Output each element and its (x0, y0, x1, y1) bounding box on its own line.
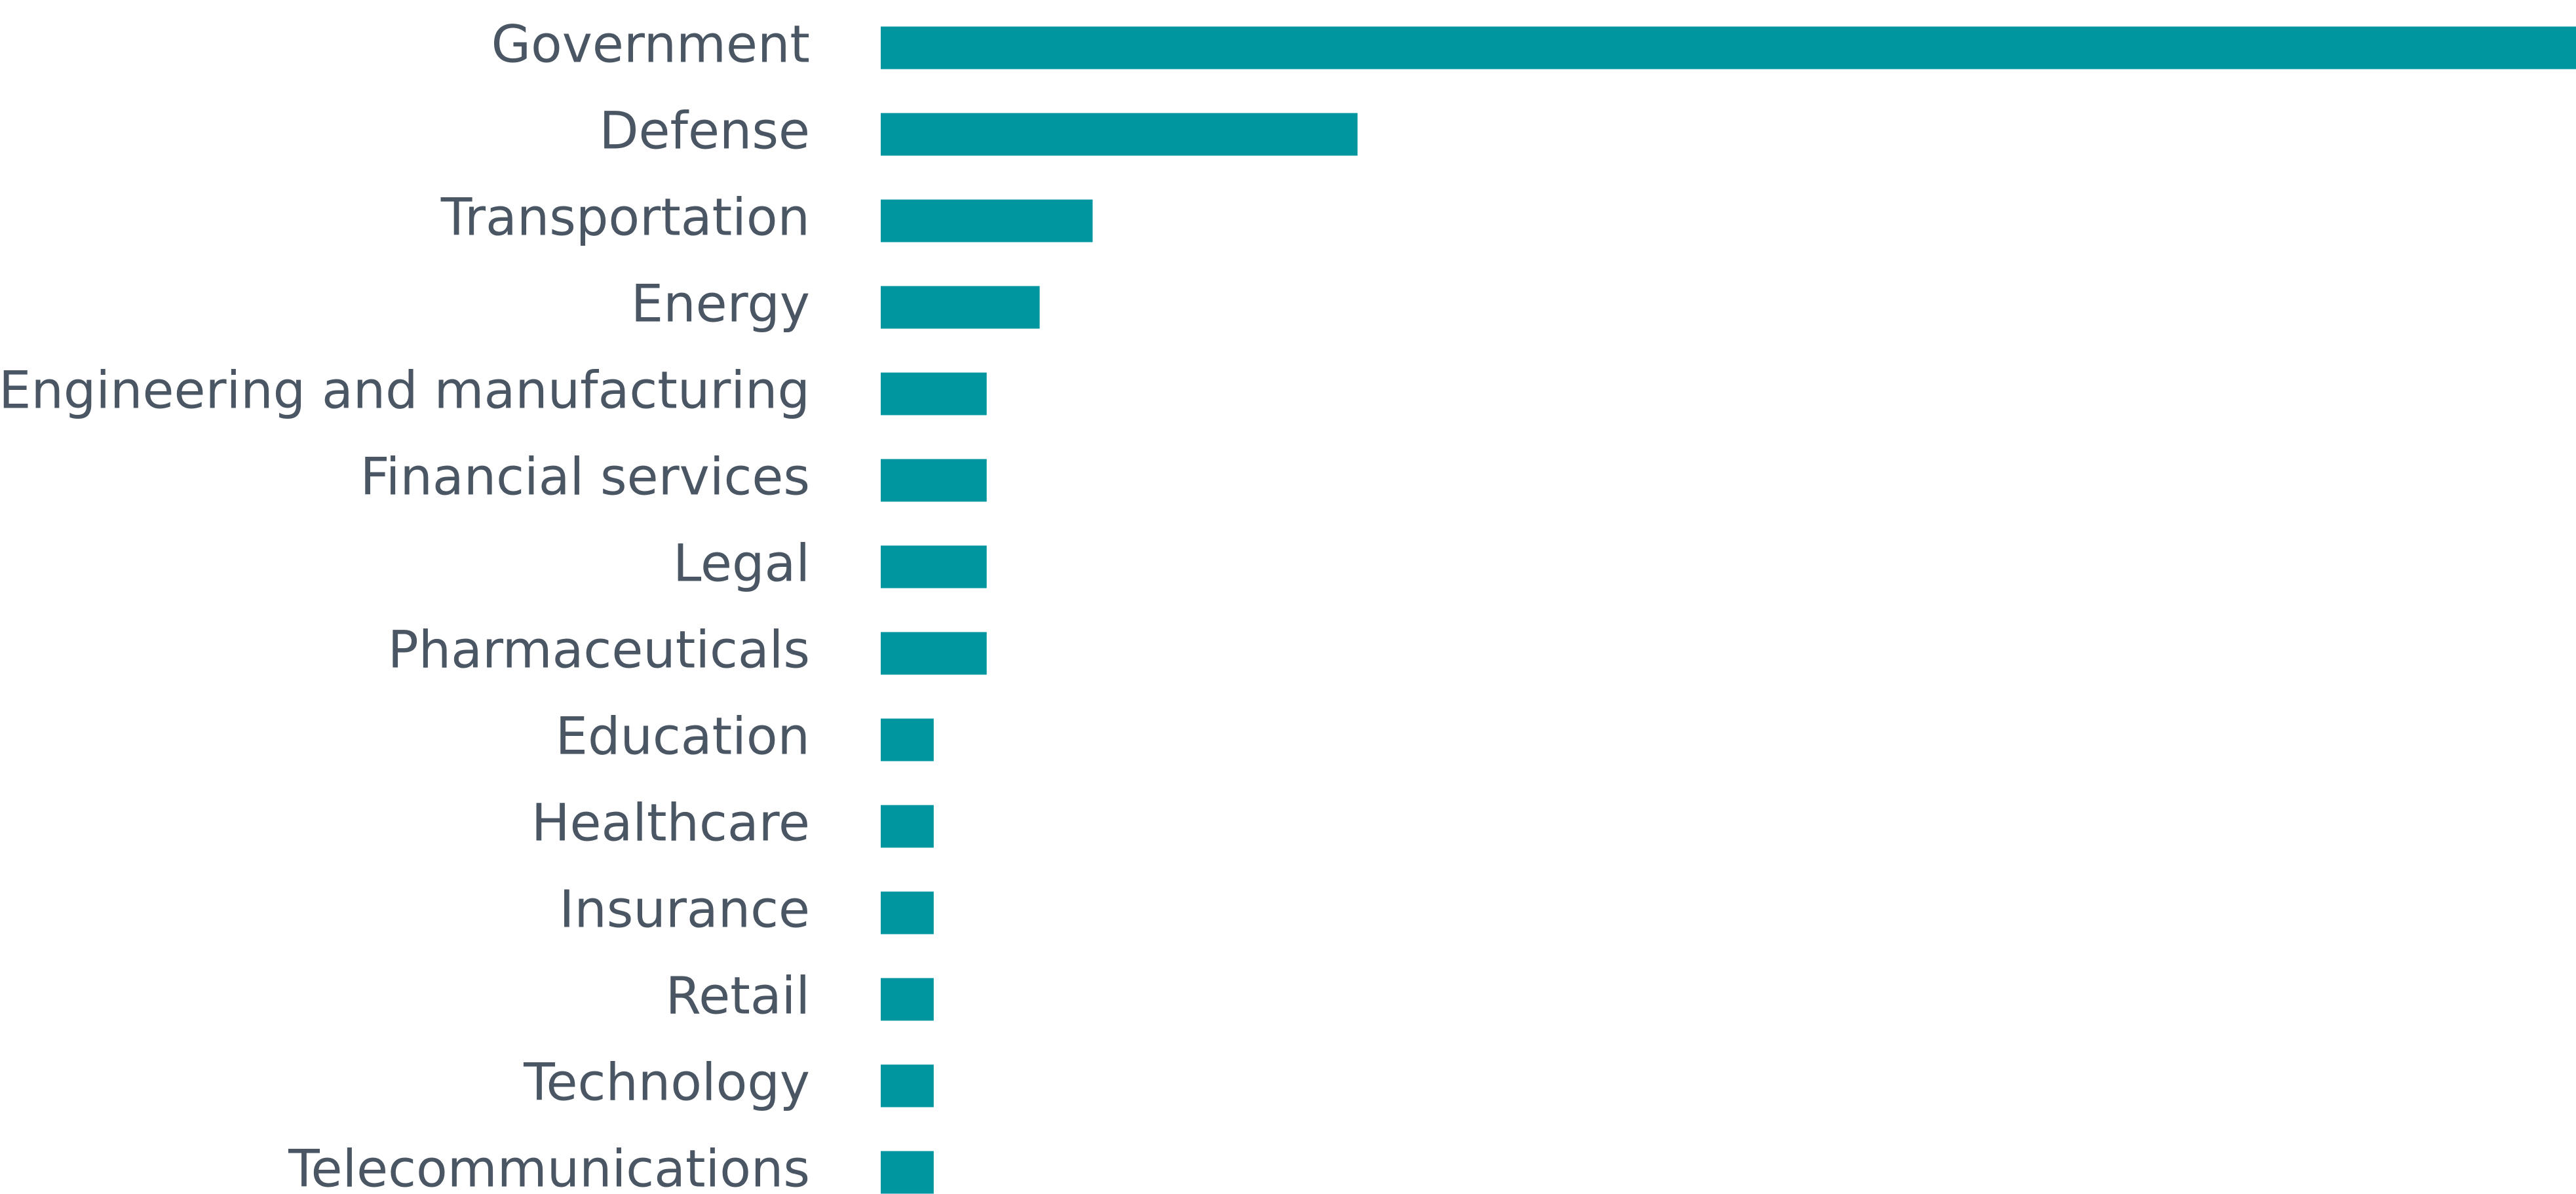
bar (881, 459, 987, 502)
bar (881, 26, 2576, 69)
category-label: Pharmaceuticals (388, 621, 810, 680)
category-label: Telecommunications (288, 1140, 810, 1194)
category-label: Legal (673, 534, 810, 593)
bar (881, 805, 934, 848)
bar (881, 1151, 934, 1194)
category-label: Financial services (360, 448, 810, 507)
bar (881, 545, 987, 588)
bar (881, 1064, 934, 1107)
bar (881, 372, 987, 415)
category-label: Education (556, 707, 810, 766)
category-label: Energy (631, 275, 810, 334)
bar (881, 891, 934, 934)
category-label: Engineering and manufacturing (0, 361, 810, 420)
bar (881, 632, 987, 675)
bar (881, 978, 934, 1021)
bar (881, 199, 1093, 242)
category-label: Transportation (440, 188, 810, 247)
category-label: Insurance (559, 880, 810, 939)
category-label: Government (491, 15, 810, 74)
bar (881, 718, 934, 761)
bar (881, 113, 1358, 156)
bar (881, 286, 1040, 329)
category-label: Retail (666, 967, 810, 1026)
category-label: Defense (599, 102, 810, 161)
category-label: Technology (523, 1053, 810, 1112)
category-label: Healthcare (531, 794, 810, 853)
